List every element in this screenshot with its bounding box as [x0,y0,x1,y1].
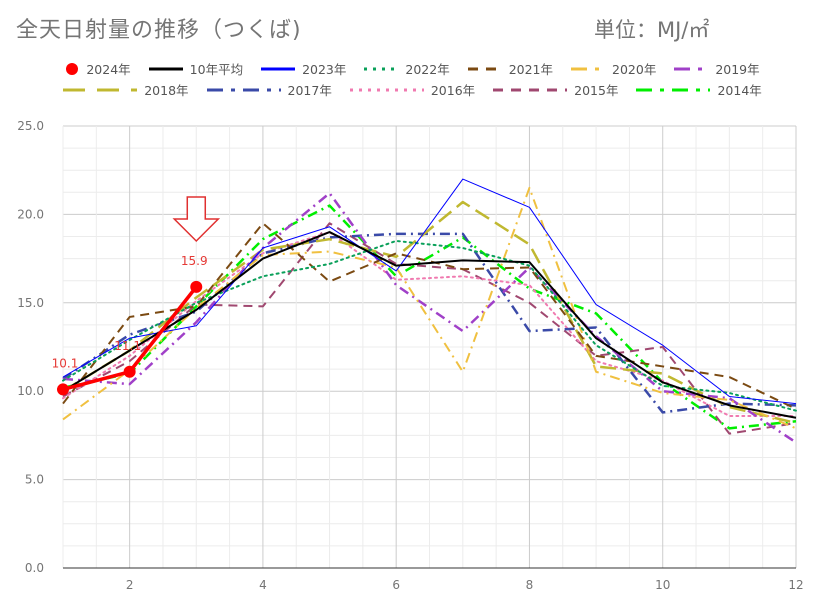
legend-label: 2017年 [287,83,332,98]
unit-label: 単位：MJ/㎡ [594,18,710,42]
legend-label: 2021年 [508,62,554,77]
legend-item: 2016年 [349,80,476,99]
data-label: 15.9 [181,254,208,268]
legend-item: 2021年 [467,59,554,78]
series-line [62,222,797,435]
legend-line-icon [261,67,296,70]
series-10yr-average [62,231,797,419]
series-line [62,178,797,405]
x-tick-label: 4 [259,578,267,592]
series-line [62,186,797,430]
series-2018 [62,200,797,425]
legend: 2024年 10年平均 2023年 2022年 2021年 2020年 2019年 2018… [0,58,825,100]
legend-item: 2015年 [493,80,618,99]
legend-item: 2020年 [571,59,656,78]
y-tick-label: 25.0 [17,119,44,133]
legend-line-icon [148,67,183,70]
data-point [57,383,69,396]
legend-row-1: 2024年 10年平均 2023年 2022年 2021年 2020年 2019年 [0,58,825,79]
series-line [62,191,797,444]
x-tick-label: 10 [655,578,670,592]
data-label: 10.1 [52,356,79,370]
series-2021 [62,222,797,410]
legend-item: 2022年 [364,59,450,78]
legend-item: 2019年 [674,59,760,78]
legend-line-icon [571,67,606,70]
legend-item: 2014年 [636,80,762,99]
data-point [190,280,203,293]
legend-line-icon [674,67,709,70]
series-line [62,232,797,414]
legend-label: 2023年 [302,62,347,77]
legend-item: 2018年 [63,80,189,99]
series-line [62,239,797,412]
series-line [62,204,797,430]
legend-label: 2022年 [405,62,450,77]
y-tick-label: 15.0 [17,296,44,310]
x-tick-label: 6 [392,578,400,592]
legend-line-icon [493,88,568,91]
series-2017 [62,232,797,414]
legend-label: 2018年 [144,83,189,98]
series-line [62,200,797,425]
data-label: 11.1 [114,339,141,353]
chart-title: 全天日射量の推移（つくば) [16,18,302,43]
y-tick-label: 5.0 [25,473,44,487]
grid [62,125,797,569]
x-tick-label: 8 [526,578,534,592]
legend-label: 2024年 [86,62,131,77]
series-2023 [62,178,797,405]
series-2022 [62,239,797,412]
y-tick-label: 10.0 [17,384,44,398]
legend-line-icon [636,88,711,91]
data-point [123,365,136,378]
series-2024: 10.1 11.1 15.9 [52,254,208,396]
legend-label: 2019年 [715,62,760,77]
legend-line-icon [467,67,502,70]
legend-item: 2024年 [65,59,131,78]
series-line [62,222,797,410]
series-2015 [62,222,797,435]
series-2019 [62,191,797,444]
y-tick-label: 20.0 [17,207,44,221]
legend-marker-icon [66,62,79,75]
series-line [62,231,797,419]
legend-line-icon [206,88,281,91]
x-tick-label: 2 [126,578,134,592]
legend-item: 2017年 [206,80,332,99]
legend-label: 2016年 [430,83,476,98]
legend-label: 10年平均 [189,62,244,77]
x-tick-label: 12 [788,578,803,592]
legend-line-icon [349,88,424,91]
legend-label: 2015年 [574,83,619,98]
series-2014 [62,204,797,430]
legend-row-2: 2018年 2017年 2016年 2015年 2014年 [0,79,825,100]
legend-line-icon [364,67,399,70]
legend-label: 2020年 [612,62,657,77]
series-2020 [62,186,797,430]
legend-label: 2014年 [717,83,762,98]
legend-item: 10年平均 [148,59,244,78]
down-arrow-annotation [172,196,221,243]
legend-line-icon [63,88,138,91]
y-tick-label: 0.0 [25,561,44,575]
legend-item: 2023年 [261,59,346,78]
